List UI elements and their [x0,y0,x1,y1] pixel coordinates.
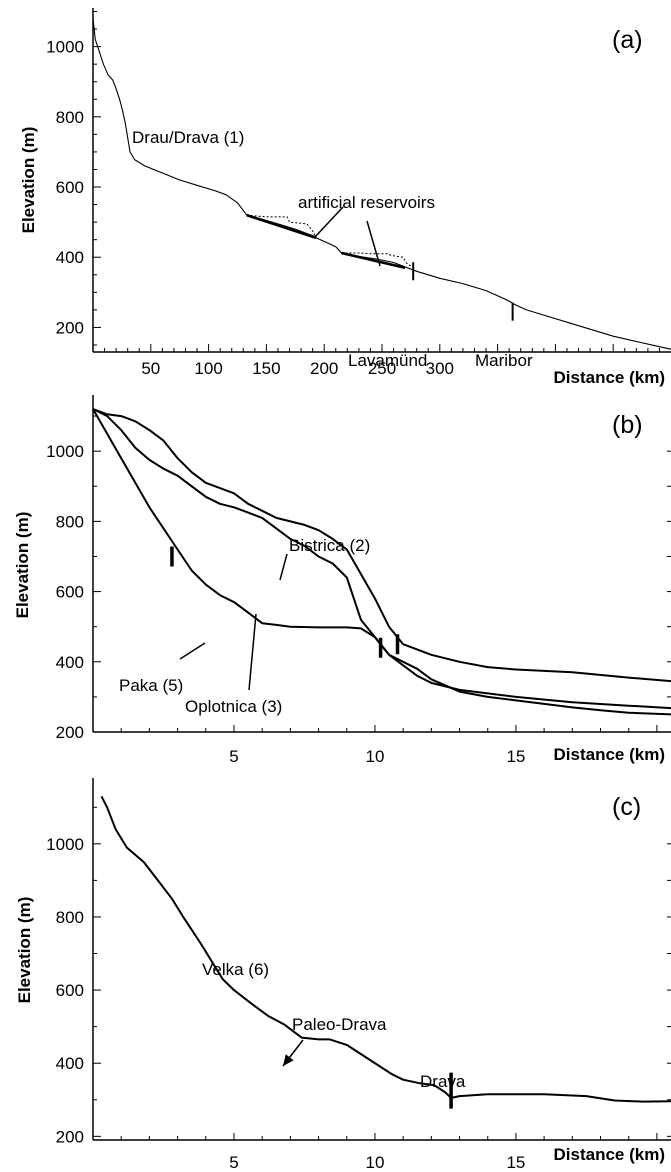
annotation-leader-line [314,206,344,238]
x-tick-label: 10 [365,747,384,766]
annotation-label: Oplotnica (3) [185,697,282,716]
x-tick-label: 15 [506,747,525,766]
annotation-leader-line [179,642,206,660]
y-tick-label: 600 [56,981,84,1000]
panel-c: 200 400 600 800 1000 5 10 15 Distance (km) Elevat… [15,778,671,1172]
x-tick-label: 250 [368,359,396,378]
x-tick-label: 150 [252,359,280,378]
x-tick-label: 200 [310,359,338,378]
y-axis-label: Elevation (m) [13,512,32,619]
x-tick-label: 100 [194,359,222,378]
panel-b: 200 400 600 800 1000 5 10 15 Distance (km) Elevat… [13,395,671,766]
x-tick-label: 50 [141,359,160,378]
series-line-2 [341,252,412,267]
x-tick-label: 10 [365,1153,384,1172]
y-tick-label: 400 [56,248,84,267]
y-tick-label: 800 [56,908,84,927]
y-tick-label: 400 [56,1054,84,1073]
y-tick-label: 200 [56,318,84,337]
series-line-0 [100,795,671,1103]
series-line-0 [92,18,671,350]
annotation-leader-line [248,613,257,691]
y-tick-label: 200 [56,723,84,742]
annotation-label: Maribor [475,351,533,370]
annotation-leader-line [366,220,381,267]
y-axis-label: Elevation (m) [15,897,34,1004]
series-line-3 [246,213,317,240]
series-line-0 [92,408,671,683]
annotation-label: Drava [420,1072,466,1091]
annotation-label: Velka (6) [202,960,269,979]
x-tick-label: 300 [426,359,454,378]
y-tick-label: 600 [56,583,84,602]
y-tick-label: 1000 [46,442,84,461]
annotation-label: Bistrica (2) [289,536,370,555]
annotation-arrow-head [283,1054,294,1066]
x-axis-label: Distance (km) [554,1145,665,1164]
y-axis-label: Elevation (m) [19,127,38,234]
annotation-label: Drau/Drava (1) [132,128,244,147]
y-tick-label: 1000 [46,835,84,854]
annotation-label: Paleo-Drava [292,1015,387,1034]
y-tick-label: 800 [56,512,84,531]
annotation-label: Lavamünd [348,351,427,370]
annotation-label: artificial reservoirs [298,193,435,212]
x-tick-label: 15 [506,1153,525,1172]
y-tick-label: 200 [56,1127,84,1146]
annotation-leader-line [279,553,288,581]
annotation-label: Paka (5) [119,676,183,695]
y-tick-label: 1000 [46,38,84,57]
series-line-2 [92,408,671,716]
series-line-1 [92,408,671,710]
x-axis-label: Distance (km) [554,745,665,764]
panel-letter: (b) [612,411,643,439]
y-tick-label: 800 [56,108,84,127]
x-axis-label: Distance (km) [554,368,665,387]
panel-a: 200 400 600 800 1000 50 100 150 200 250 300 Distanc… [19,8,671,387]
panel-letter: (c) [612,793,641,821]
panel-letter: (a) [612,26,643,54]
series-line-1 [246,214,317,239]
x-tick-label: 5 [229,747,238,766]
x-tick-label: 5 [229,1153,238,1172]
series-line-4 [341,251,406,270]
y-tick-label: 400 [56,653,84,672]
y-tick-label: 600 [56,178,84,197]
